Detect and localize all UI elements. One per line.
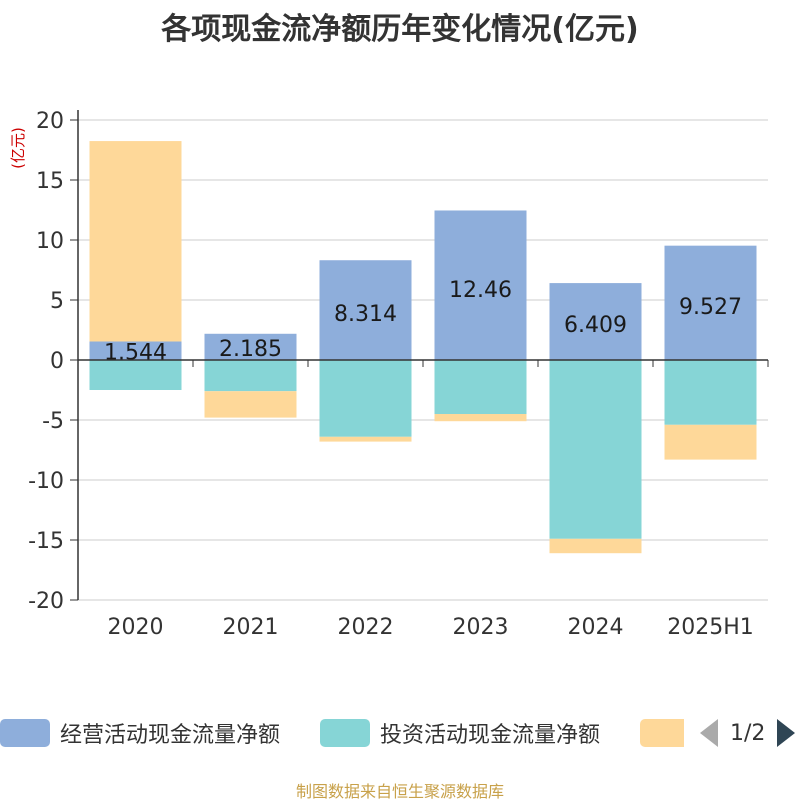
y-tick-label-6: -10 <box>28 469 64 494</box>
y-axis-label: (亿元) <box>9 127 27 169</box>
x-tick-label-2024: 2024 <box>568 615 624 640</box>
data-label-2021: 2.185 <box>219 337 282 362</box>
bar-s1-2023 <box>434 360 527 414</box>
bar-s0-2023 <box>434 210 527 360</box>
x-tick-label-2020: 2020 <box>108 615 164 640</box>
bar-s0-2022 <box>319 260 412 360</box>
x-tick-label-2025H1: 2025H1 <box>667 615 754 640</box>
x-tick-label-2023: 2023 <box>453 615 509 640</box>
legend-label-operating: 经营活动现金流量净额 <box>60 723 281 748</box>
bar-s2-2025H1 <box>664 424 757 460</box>
x-tick-label-2021: 2021 <box>223 615 279 640</box>
y-tick-label-1: 15 <box>36 169 64 194</box>
bar-s0-2020 <box>89 341 182 360</box>
legend-page-indicator: 1/2 <box>730 720 766 746</box>
legend-swatch-operating <box>0 719 50 747</box>
legend-swatch-third <box>640 719 684 747</box>
bar-s0-2024 <box>549 283 642 360</box>
data-label-2020: 1.544 <box>104 341 167 366</box>
legend-item-third[interactable] <box>640 718 684 748</box>
bar-s0-2025H1 <box>664 245 757 360</box>
bar-s2-2022 <box>319 436 412 442</box>
legend-prev-icon[interactable] <box>700 719 718 747</box>
source-footer: 制图数据来自恒生聚源数据库 <box>295 782 504 801</box>
bar-chart: 20 15 10 5 0 -5 -10 -15 -20 (亿元) 1.544 2.185 8.314 12… <box>9 109 769 640</box>
legend-item-investing[interactable]: 投资活动现金流量净额 <box>320 718 600 748</box>
bar-s2-2024 <box>549 538 642 554</box>
legend-item-operating[interactable]: 经营活动现金流量净额 <box>0 718 280 748</box>
bar-s1-2024 <box>549 360 642 539</box>
y-tick-label-8: -20 <box>28 589 64 614</box>
data-label-2022: 8.314 <box>334 302 397 327</box>
data-label-2025H1: 9.527 <box>679 295 742 320</box>
x-tick-label-2022: 2022 <box>338 615 394 640</box>
bar-s1-2020 <box>89 360 182 390</box>
bar-s2-2021 <box>204 391 297 418</box>
y-tick-label-0: 20 <box>36 109 64 134</box>
legend-swatch-investing <box>320 719 370 747</box>
data-label-2023: 12.46 <box>449 278 512 303</box>
y-tick-label-3: 5 <box>50 289 64 314</box>
legend: 经营活动现金流量净额 投资活动现金流量净额 1/2 <box>0 712 800 756</box>
bar-s2-2020 <box>89 141 182 342</box>
y-tick-label-4: 0 <box>50 349 64 374</box>
legend-pager: 1/2 <box>700 718 796 748</box>
bar-s1-2022 <box>319 360 412 437</box>
legend-next-icon[interactable] <box>777 719 796 747</box>
y-tick-label-5: -5 <box>42 409 64 434</box>
y-tick-label-7: -15 <box>28 529 64 554</box>
legend-label-investing: 投资活动现金流量净额 <box>380 723 601 748</box>
bar-s0-2021 <box>204 333 297 360</box>
bar-s2-2023 <box>434 414 527 422</box>
bar-s1-2025H1 <box>664 360 757 425</box>
chart-title: 各项现金流净额历年变化情况(亿元) <box>161 12 639 47</box>
y-tick-label-2: 10 <box>36 229 64 254</box>
data-label-2024: 6.409 <box>564 313 627 338</box>
bar-s1-2021 <box>204 360 297 392</box>
